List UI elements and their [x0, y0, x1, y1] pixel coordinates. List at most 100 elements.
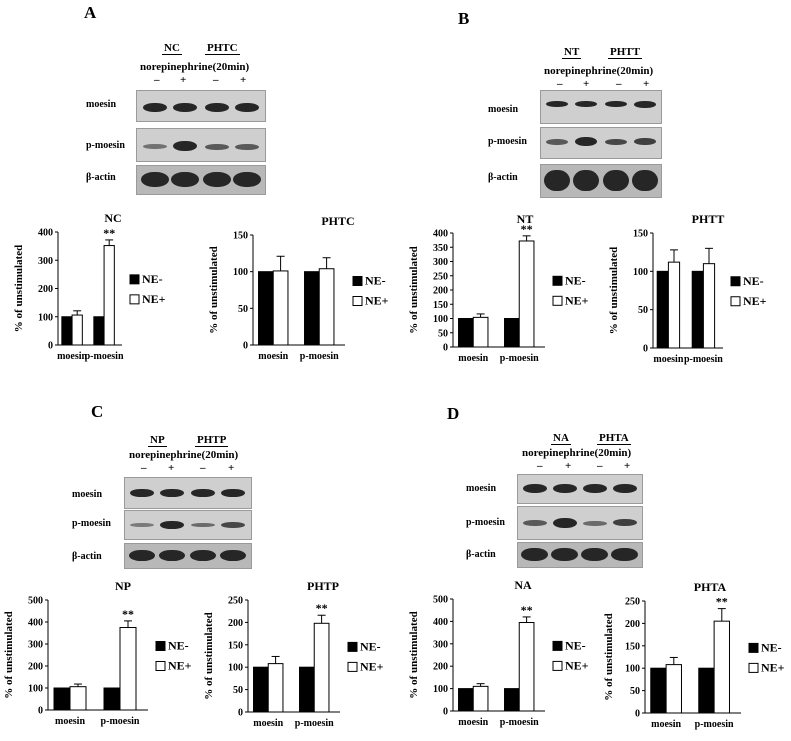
row-label: p-moesin: [466, 517, 505, 528]
sign-label: –: [616, 78, 622, 90]
x-tick-label: p-moesin: [300, 351, 339, 362]
legend-label: NE-: [365, 274, 386, 288]
western-band: [611, 548, 638, 561]
blot-strip-p-moesin: [136, 128, 266, 162]
western-band: [551, 548, 578, 561]
western-band: [546, 101, 568, 107]
legend-label: NE+: [360, 659, 384, 673]
legend-label: NE+: [365, 294, 389, 308]
western-band: [191, 489, 215, 497]
legend-swatch: [347, 661, 358, 672]
western-band: [546, 139, 568, 145]
bar-neminus: [504, 318, 520, 348]
western-band: [130, 489, 154, 497]
western-band: [173, 141, 197, 151]
legend-swatch: [552, 295, 563, 306]
x-tick-label: moesin: [458, 717, 488, 728]
legend-label: NE-: [168, 639, 189, 653]
y-tick-label: 150: [633, 229, 648, 240]
sign-label: +: [180, 74, 187, 86]
legend-label: NE+: [565, 658, 589, 672]
western-band: [221, 489, 245, 497]
sign-label: +: [583, 78, 590, 90]
western-band: [129, 550, 155, 561]
y-tick-label: 300: [38, 256, 53, 267]
y-tick-label: 100: [633, 267, 648, 278]
y-axis-label: % of unstimulated: [13, 245, 25, 332]
western-band: [130, 523, 154, 527]
western-band: [634, 138, 656, 145]
western-band: [575, 101, 597, 107]
significance-label: **: [521, 603, 533, 617]
bar-neminus: [304, 271, 320, 346]
y-tick-label: 100: [433, 684, 448, 695]
sign-label: –: [200, 462, 206, 474]
sign-label: –: [557, 78, 563, 90]
y-tick-label: 50: [630, 686, 640, 697]
western-band: [141, 172, 169, 187]
y-tick-label: 200: [433, 662, 448, 673]
blot-strip-p-moesin: [517, 506, 643, 540]
legend-swatch: [129, 274, 140, 285]
x-tick-label: moesin: [258, 351, 288, 362]
y-tick-label: 400: [433, 617, 448, 628]
significance-label: **: [122, 607, 134, 621]
bar-neplus: [665, 664, 682, 714]
significance-label: **: [521, 222, 533, 236]
bar-neplus: [318, 268, 335, 346]
y-tick-label: 100: [28, 684, 43, 695]
blot-strip-p-moesin: [124, 510, 252, 540]
bar-neplus: [103, 245, 115, 346]
y-tick-label: 100: [228, 663, 243, 674]
row-label: p-moesin: [488, 136, 527, 147]
western-band: [581, 548, 608, 561]
y-tick-label: 200: [228, 618, 243, 629]
x-tick-label: p-moesin: [500, 353, 539, 364]
y-tick-label: 100: [625, 664, 640, 675]
bar-neplus: [472, 685, 489, 712]
western-band: [575, 137, 597, 146]
legend-swatch: [552, 275, 563, 286]
bar-neminus: [299, 666, 315, 713]
significance-label: **: [716, 595, 728, 609]
western-band: [221, 522, 245, 528]
western-band: [235, 103, 259, 112]
bar-neplus: [518, 240, 535, 348]
western-band: [191, 523, 215, 527]
legend-swatch: [352, 296, 363, 306]
y-tick-label: 400: [28, 618, 43, 629]
legend-label: NE+: [142, 292, 166, 306]
x-tick-label: moesin: [458, 353, 488, 364]
legend-swatch: [552, 660, 563, 671]
y-tick-label: 500: [433, 595, 448, 606]
bar-neplus: [69, 686, 87, 711]
western-band: [160, 489, 184, 497]
y-tick-label: 100: [38, 312, 53, 323]
legend-swatch: [129, 294, 140, 305]
sign-label: –: [537, 460, 543, 472]
blot-strip-beta-actin: [136, 165, 266, 195]
bar-chart-np: NP % of unstimulated 0 100 200 300 400 500 moesi…: [3, 579, 192, 727]
treatment-label: norepinephrine(20min): [544, 65, 654, 77]
group-label-na: NA: [551, 432, 571, 445]
row-label: β-actin: [72, 551, 102, 562]
chart-title: PHTC: [321, 214, 354, 228]
bar-neplus: [472, 316, 489, 348]
bar-neplus: [713, 620, 730, 714]
row-label: moesin: [86, 99, 116, 110]
western-band: [553, 518, 577, 528]
row-label: moesin: [72, 489, 102, 500]
row-label: β-actin: [488, 172, 518, 183]
group-label-phtt: PHTT: [608, 46, 642, 59]
treatment-label: norepinephrine(20min): [522, 447, 632, 459]
sign-label: +: [168, 462, 175, 474]
western-band: [160, 521, 184, 529]
western-band: [159, 550, 185, 561]
western-band: [632, 170, 658, 191]
y-axis-label: % of unstimulated: [208, 246, 220, 333]
y-tick-label: 0: [443, 343, 448, 354]
x-tick-label: moesin: [653, 354, 683, 365]
western-band: [521, 548, 548, 561]
y-tick-label: 400: [433, 229, 448, 240]
y-axis-label: % of unstimulated: [408, 246, 420, 333]
